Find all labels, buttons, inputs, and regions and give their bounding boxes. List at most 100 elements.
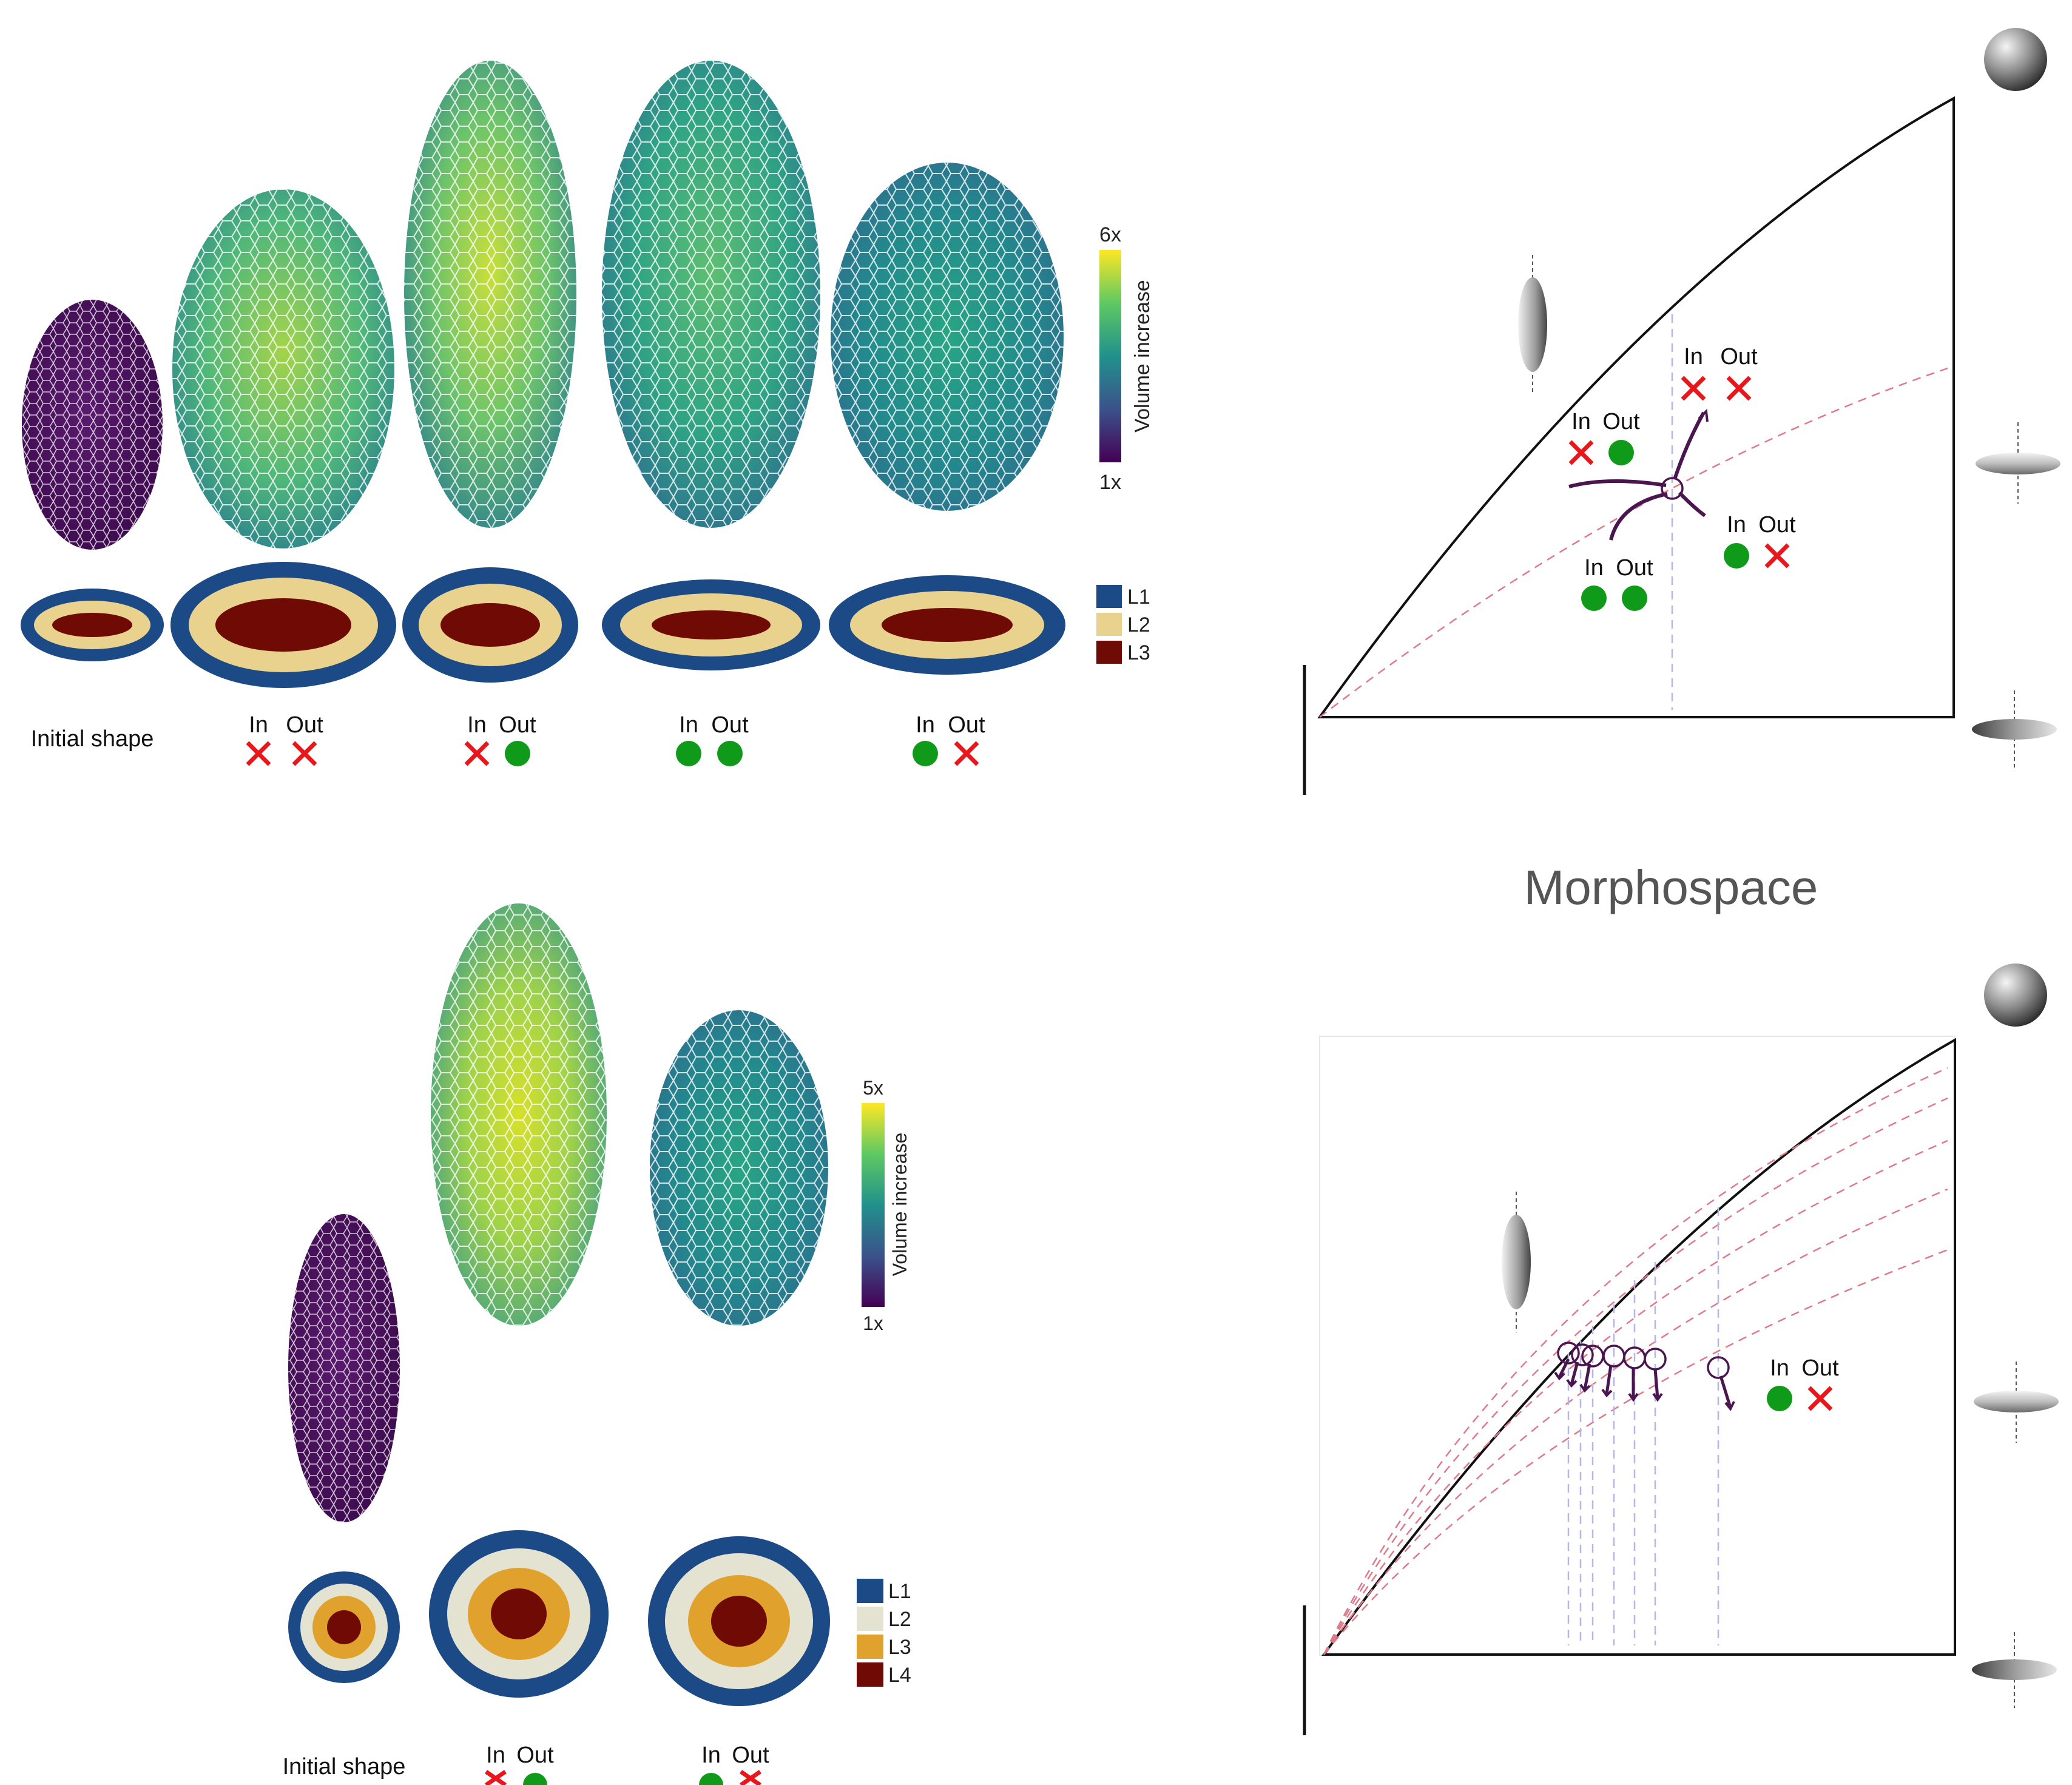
- bottom-condition-1: In Out: [485, 1743, 554, 1785]
- sphere-icon: [1984, 28, 2047, 91]
- top-cond-3-out: Out: [711, 712, 749, 738]
- morphospace-top-annotation-4: In Out: [1581, 555, 1653, 611]
- morphospace-bottom-faint-box: [1319, 1036, 1956, 1656]
- cross-icon: [740, 1770, 761, 1785]
- top-cond-4-in: In: [916, 712, 935, 738]
- top-shapes-group: [22, 61, 1064, 550]
- top-condition-3: In Out: [676, 712, 749, 766]
- top-section-2: [402, 567, 578, 683]
- bottom-shapes-group: [288, 903, 828, 1522]
- sphere-icon: [1984, 963, 2047, 1027]
- prolate-spindle-icon: [1518, 255, 1547, 394]
- cross-icon: [292, 741, 317, 766]
- top-shape-3: [602, 61, 820, 528]
- check-dot-icon: [717, 741, 743, 766]
- ms-top-a4-out: Out: [1616, 555, 1653, 581]
- top-cond-2-out: Out: [499, 712, 536, 738]
- bottom-section-2: [648, 1536, 830, 1706]
- top-cond-1-in: In: [249, 712, 268, 738]
- check-dot-icon: [1581, 585, 1607, 611]
- oblate-disk-icon: [1974, 1362, 2059, 1443]
- top-shape-2: [404, 61, 576, 528]
- check-dot-icon: [913, 741, 938, 766]
- bottom-cond-1-in: In: [486, 1743, 505, 1768]
- morphospace-top-frame: [1317, 96, 1955, 718]
- bottom-initial-shape-label: Initial shape: [283, 1754, 406, 1780]
- top-cond-4-out: Out: [948, 712, 985, 738]
- morphospace-bottom: In Out: [1303, 963, 2059, 1735]
- check-dot-icon: [1608, 440, 1634, 465]
- ms-top-a4-in: In: [1584, 555, 1604, 581]
- check-dot-icon: [505, 741, 530, 766]
- top-condition-1: In Out: [246, 712, 323, 766]
- ms-top-a1-out: Out: [1720, 344, 1758, 369]
- prolate-spindle-icon: [1502, 1192, 1531, 1332]
- bottom-colorbar-title: Volume increase: [889, 1133, 911, 1277]
- ms-bot-a1-out: Out: [1801, 1355, 1839, 1381]
- cross-icon: [954, 741, 979, 766]
- cross-icon: [246, 741, 271, 766]
- cross-icon: [464, 741, 490, 766]
- oblate-disk-icon: [1976, 422, 2060, 504]
- top-legend-l3: L3: [1127, 641, 1150, 664]
- ms-top-a2-out: Out: [1602, 409, 1640, 434]
- top-cond-2-in: In: [467, 712, 487, 738]
- check-dot-icon: [1622, 585, 1647, 611]
- bottom-cond-2-out: Out: [732, 1743, 769, 1768]
- top-shape-1: [172, 189, 394, 548]
- top-shape-4: [831, 163, 1064, 511]
- top-cross-sections: [21, 562, 1065, 688]
- cross-icon: [1807, 1386, 1833, 1411]
- morphospace-top-annotation-2: In Out: [1568, 409, 1640, 465]
- bottom-colorbar-max: 5x: [863, 1077, 883, 1099]
- top-condition-4: In Out: [913, 712, 985, 766]
- morphospace-top: In Out In Out In Out In Out: [1303, 28, 2060, 795]
- morphospace-title: Morphospace: [1524, 860, 1818, 914]
- check-dot-icon: [523, 1773, 547, 1785]
- bottom-layer-legend: L1 L2 L3 L4: [857, 1579, 911, 1687]
- morphospace-top-annotation-1: In Out: [1681, 344, 1758, 401]
- bottom-legend-l2: L2: [888, 1608, 911, 1631]
- ms-top-a3-in: In: [1727, 512, 1746, 538]
- top-initial-shape: [22, 300, 163, 550]
- ms-top-a3-out: Out: [1758, 512, 1796, 538]
- top-colorbar-max: 6x: [1099, 223, 1121, 246]
- bottom-legend-l4: L4: [888, 1664, 911, 1687]
- bottom-cond-2-in: In: [701, 1743, 721, 1768]
- bottom-colorbar-min: 1x: [863, 1312, 883, 1334]
- check-dot-icon: [1767, 1386, 1792, 1411]
- cross-icon: [1726, 376, 1752, 401]
- morphospace-bottom-frame: [1321, 1038, 1956, 1656]
- flat-disk-icon: [1972, 690, 2057, 768]
- top-section-4: [829, 575, 1065, 675]
- morphospace-bottom-guide-verticals: [1567, 1207, 1719, 1645]
- bottom-cond-1-out: Out: [516, 1743, 554, 1768]
- top-colorbar: 6x 1x Volume increase: [1099, 223, 1154, 494]
- top-legend-l2: L2: [1127, 613, 1150, 636]
- morphospace-top-annotation-3: In Out: [1724, 512, 1796, 569]
- bottom-section-initial: [288, 1571, 400, 1683]
- ms-top-a2-in: In: [1571, 409, 1591, 434]
- morphospace-bottom-annotation-1: In Out: [1767, 1355, 1839, 1411]
- cross-icon: [1681, 376, 1706, 401]
- bottom-section-1: [429, 1530, 609, 1698]
- top-section-1: [170, 562, 396, 688]
- morphospace-bottom-trajectories: [1554, 1341, 1735, 1411]
- top-colorbar-title: Volume increase: [1131, 280, 1154, 432]
- bottom-initial-shape: [288, 1214, 400, 1522]
- top-section-3: [602, 579, 820, 670]
- ms-bot-a1-in: In: [1770, 1355, 1789, 1381]
- bottom-shape-1: [431, 903, 607, 1326]
- bottom-shape-2: [650, 1010, 828, 1326]
- bottom-condition-2: In Out: [699, 1743, 769, 1785]
- top-cond-3-in: In: [679, 712, 698, 738]
- morphospace-top-guide-curve: [1319, 367, 1948, 718]
- top-initial-shape-label: Initial shape: [31, 726, 154, 752]
- cross-icon: [485, 1770, 507, 1785]
- cross-icon: [1568, 440, 1594, 465]
- morphospace-bottom-guide-curves: [1323, 1067, 1948, 1655]
- top-cond-1-out: Out: [286, 712, 323, 738]
- morphospace-top-trajectories: [1568, 408, 1709, 541]
- bottom-legend-l1: L1: [888, 1580, 911, 1603]
